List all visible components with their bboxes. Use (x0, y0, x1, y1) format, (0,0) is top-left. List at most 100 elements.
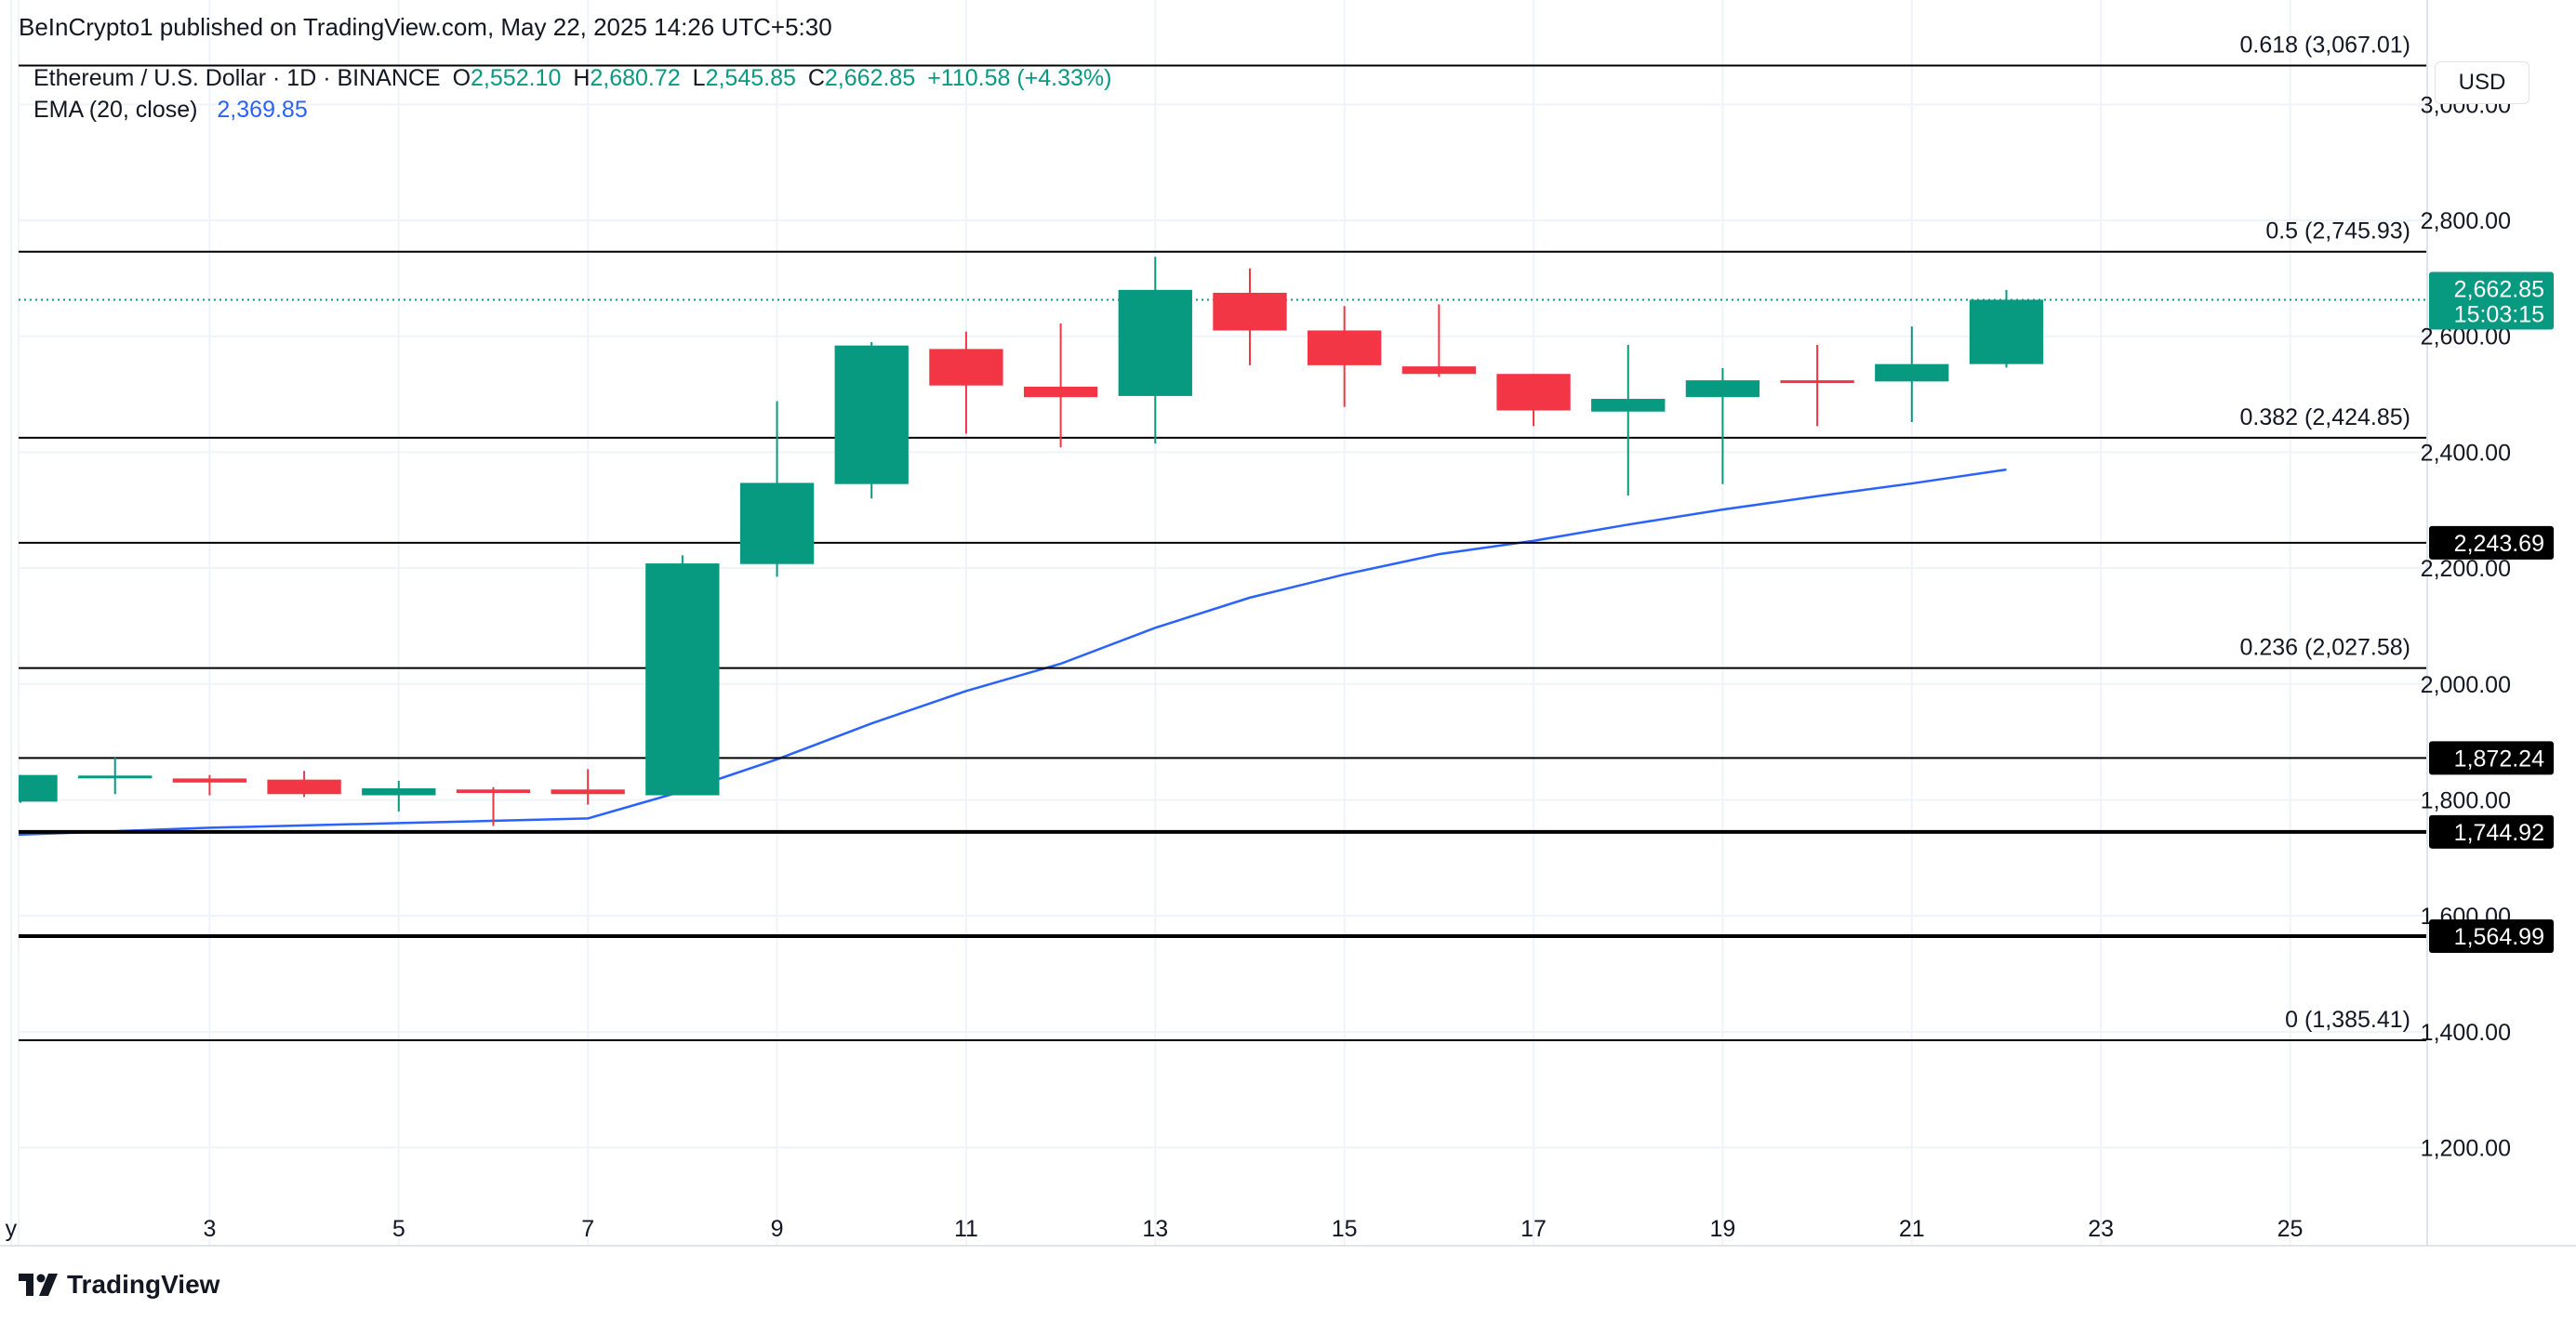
high-label: H (573, 65, 591, 91)
currency-button[interactable]: USD (2435, 61, 2530, 104)
candle[interactable] (362, 780, 436, 812)
tradingview-logo-icon (19, 1274, 58, 1296)
high-value: H2,680.72 (573, 65, 680, 91)
candle[interactable] (834, 341, 909, 499)
x-tick-label: y (6, 1216, 18, 1242)
y-tick-label: 2,400.00 (2421, 440, 2511, 466)
publisher-text: BeInCrypto1 published on TradingView.com… (19, 13, 832, 41)
tradingview-brand[interactable]: TradingView (19, 1270, 219, 1300)
candle[interactable] (1875, 326, 1949, 422)
tag-layer: 2,243.69 1,872.24 1,744.92 1,564.99 2,662.85… (2429, 271, 2554, 953)
y-tick-label: 1,800.00 (2421, 787, 2511, 813)
candle-layer (19, 257, 2044, 826)
y-tick-label: 1,400.00 (2421, 1020, 2511, 1046)
candle-body (1591, 399, 1666, 412)
candle-body (1308, 330, 1382, 365)
x-tick-label: 21 (1899, 1216, 1925, 1242)
brand-name: TradingView (67, 1270, 220, 1299)
open-value: O2,552.10 (453, 65, 562, 91)
candle[interactable] (1401, 304, 1477, 377)
price-tag-label: 1,872.24 (2454, 746, 2544, 772)
candle[interactable] (1023, 323, 1098, 448)
low-number: 2,545.85 (705, 65, 796, 91)
low-label: L (692, 65, 706, 91)
x-tick-label: 19 (1710, 1216, 1736, 1242)
candle-body (1213, 292, 1287, 331)
low-value: L2,545.85 (693, 65, 796, 91)
price-tag-label: 1,564.99 (2454, 924, 2544, 950)
candle[interactable] (929, 331, 1003, 434)
high-number: 2,680.72 (590, 65, 681, 91)
y-tick-label: 2,200.00 (2421, 556, 2511, 582)
price-tag-box (2429, 525, 2554, 560)
x-tick-label: 11 (954, 1216, 978, 1242)
x-tick-label: 25 (2277, 1216, 2304, 1242)
x-tick-label: 3 (203, 1216, 216, 1242)
fib-level-label: 0.236 (2,027.58) (2240, 635, 2410, 661)
close-number: 2,662.85 (824, 65, 916, 91)
close-label: C (807, 65, 825, 91)
candle-body (1118, 289, 1192, 396)
candle-body (929, 349, 1003, 386)
candle-body (834, 345, 909, 484)
candle-body (1875, 363, 1949, 382)
candle[interactable] (1685, 367, 1760, 484)
x-tick-label: 17 (1520, 1216, 1547, 1242)
candle[interactable] (1969, 289, 2044, 368)
candle-body (78, 775, 153, 779)
candle[interactable] (551, 769, 625, 805)
last-price-tag-box (2429, 271, 2554, 330)
symbol-title[interactable]: Ethereum / U.S. Dollar · 1D · BINANCE (33, 65, 441, 91)
price-tag-label: 2,243.69 (2454, 531, 2544, 557)
candle-body (267, 779, 341, 795)
ema-label[interactable]: EMA (20, close) (33, 97, 198, 123)
candle-body (362, 788, 436, 796)
candle[interactable] (1118, 257, 1192, 444)
y-tick-label: 2,000.00 (2421, 672, 2511, 698)
x-tick-label: 5 (392, 1216, 405, 1242)
candle[interactable] (1591, 345, 1666, 496)
candle[interactable] (267, 771, 341, 798)
candle[interactable] (456, 786, 531, 826)
candle-body (456, 789, 531, 793)
x-tick-label: 7 (581, 1216, 594, 1242)
price-tag-box (2429, 918, 2554, 953)
change-value: +110.58 (+4.33%) (927, 65, 1112, 91)
x-tick-label: 9 (771, 1216, 784, 1242)
candle-body (645, 563, 720, 796)
ema-legend: EMA (20, close) 2,369.85 (33, 97, 308, 124)
candle[interactable] (78, 757, 153, 795)
candle[interactable] (19, 774, 58, 803)
fib-level-label: 0.618 (3,067.01) (2240, 33, 2410, 59)
symbol-legend: Ethereum / U.S. Dollar · 1D · BINANCE O2… (33, 65, 1117, 92)
x-tick-label: 13 (1142, 1216, 1168, 1242)
candle[interactable] (739, 401, 815, 577)
x-tick-label: 23 (2088, 1216, 2114, 1242)
axis-layer: 1,200.001,400.001,600.001,800.002,000.00… (0, 0, 2576, 1247)
close-value: C2,662.85 (808, 65, 915, 91)
candle[interactable] (645, 555, 720, 796)
grid-layer (9, 0, 2427, 1246)
countdown-label: 15:03:15 (2454, 302, 2544, 328)
x-tick-label: 15 (1332, 1216, 1358, 1242)
candle[interactable] (1780, 345, 1854, 427)
candle[interactable] (1496, 374, 1571, 427)
candle[interactable] (1213, 268, 1287, 365)
candle-body (1780, 380, 1854, 384)
price-tag-label: 1,744.92 (2454, 820, 2544, 846)
candle-body (1969, 299, 2044, 364)
y-tick-label: 1,200.00 (2421, 1136, 2511, 1162)
open-number: 2,552.10 (471, 65, 562, 91)
candle-body (1685, 380, 1760, 398)
candle-body (739, 482, 815, 564)
candle[interactable] (1308, 306, 1382, 407)
price-tag-box (2429, 741, 2554, 775)
ema-line (18, 468, 2007, 837)
ema-value: 2,369.85 (217, 97, 308, 123)
candle-body (19, 774, 58, 802)
fib-level-label: 0.382 (2,424.85) (2240, 404, 2410, 430)
candle[interactable] (172, 774, 247, 796)
candle-body (551, 789, 625, 795)
